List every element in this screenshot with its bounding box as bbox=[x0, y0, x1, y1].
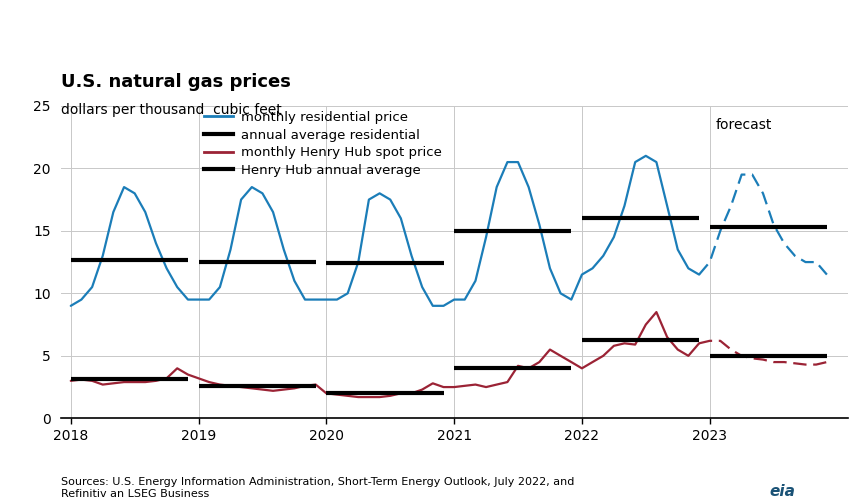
Text: dollars per thousand  cubic feet: dollars per thousand cubic feet bbox=[61, 103, 281, 117]
Text: Sources: U.S. Energy Information Administration, Short-Term Energy Outlook, July: Sources: U.S. Energy Information Adminis… bbox=[61, 477, 573, 499]
Legend: monthly residential price, annual average residential, monthly Henry Hub spot pr: monthly residential price, annual averag… bbox=[198, 106, 446, 182]
Text: U.S. natural gas prices: U.S. natural gas prices bbox=[61, 73, 291, 91]
Text: forecast: forecast bbox=[716, 118, 772, 133]
Text: eia: eia bbox=[770, 484, 796, 499]
